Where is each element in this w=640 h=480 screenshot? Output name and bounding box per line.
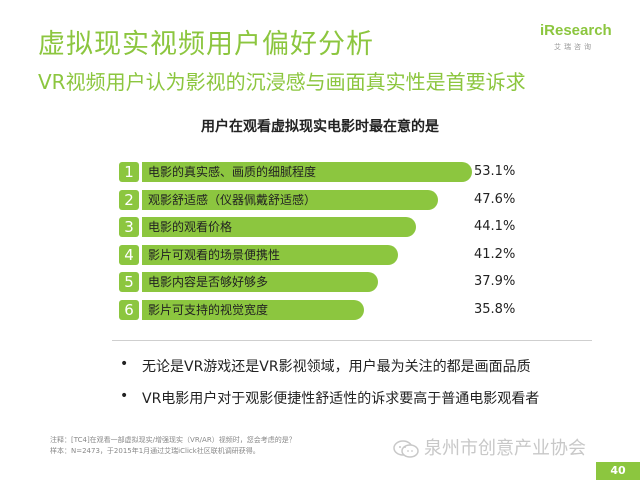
watermark: 泉州市创意产业协会 — [392, 434, 586, 460]
bar-category-label: 影片可支持的视觉宽度 — [148, 302, 269, 317]
watermark-text: 泉州市创意产业协会 — [424, 438, 586, 459]
iresearch-logo: iResearch 艾瑞咨询 — [540, 22, 612, 58]
bar-value-label: 35.8% — [474, 301, 516, 317]
bar — [142, 189, 438, 210]
bar-row: 3 电影的观看价格 44.1% — [116, 217, 636, 237]
bar-category-label: 电影的观看价格 — [148, 220, 233, 234]
bullet-list: 无论是VR游戏还是VR影视领域，用户最为关注的都是画面品质 VR电影用户对于观影… — [120, 356, 539, 420]
wechat-icon — [393, 440, 419, 458]
rank-badge: 2 — [119, 189, 139, 210]
bar-category-label: 观影舒适感（仪器佩戴舒适感） — [148, 192, 317, 207]
divider — [112, 340, 592, 341]
bar-chart: 1 电影的真实感、画质的细腻程度 53.1% 2 观影舒适感（仪器佩戴舒适感） 47.6%… — [116, 162, 636, 332]
bar-value-label: 44.1% — [474, 219, 516, 234]
page-number: 40 — [596, 462, 640, 480]
bar-row: 2 观影舒适感（仪器佩戴舒适感） 47.6% — [116, 189, 636, 210]
bar — [142, 217, 416, 237]
bar-row: 6 影片可支持的视觉宽度 35.8% — [116, 299, 636, 320]
bullet-item: VR电影用户对于观影便捷性舒适性的诉求要高于普通电影观看者 — [120, 388, 539, 408]
bar — [142, 244, 398, 265]
bar-category-label: 影片可观看的场景便携性 — [148, 247, 281, 262]
rank-badge: 1 — [119, 162, 139, 182]
bar-row: 5 电影内容是否够好够多 37.9% — [116, 272, 636, 292]
bar-value-label: 41.2% — [474, 246, 516, 262]
page-title: 虚拟现实视频用户偏好分析 — [38, 29, 374, 60]
chart-title: 用户在观看虚拟现实电影时最在意的是 — [201, 119, 439, 135]
footnote-line: 注释：[TC4]在观看一部虚拟现实/增强现实（VR/AR）视频时，您会考虑的是？ — [50, 436, 296, 444]
bar-row: 1 电影的真实感、画质的细腻程度 53.1% — [116, 162, 636, 182]
bar-value-label: 53.1% — [474, 164, 516, 179]
bar-category-label: 电影内容是否够好够多 — [148, 275, 269, 289]
bar-row: 4 影片可观看的场景便携性 41.2% — [116, 244, 636, 265]
rank-badge: 6 — [119, 299, 139, 320]
bar — [142, 272, 378, 292]
logo-wordmark: iResearch — [540, 22, 612, 39]
logo-subtitle: 艾瑞咨询 — [554, 43, 594, 51]
bullet-item: 无论是VR游戏还是VR影视领域，用户最为关注的都是画面品质 — [120, 356, 539, 376]
bar — [142, 299, 364, 320]
page-subtitle: VR视频用户认为影视的沉浸感与画面真实性是首要诉求 — [38, 70, 526, 94]
rank-badge: 5 — [119, 272, 139, 292]
rank-badge: 4 — [119, 244, 139, 265]
bar-value-label: 47.6% — [474, 191, 516, 207]
bar — [142, 162, 472, 182]
bar-category-label: 电影的真实感、画质的细腻程度 — [148, 165, 317, 179]
bar-value-label: 37.9% — [474, 274, 516, 289]
footnotes: 注释：[TC4]在观看一部虚拟现实/增强现实（VR/AR）视频时，您会考虑的是？… — [50, 435, 296, 457]
rank-badge: 3 — [119, 217, 139, 237]
footnote-line: 样本：N=2473，于2015年1月通过艾瑞iClick社区联机调研获得。 — [50, 447, 260, 455]
